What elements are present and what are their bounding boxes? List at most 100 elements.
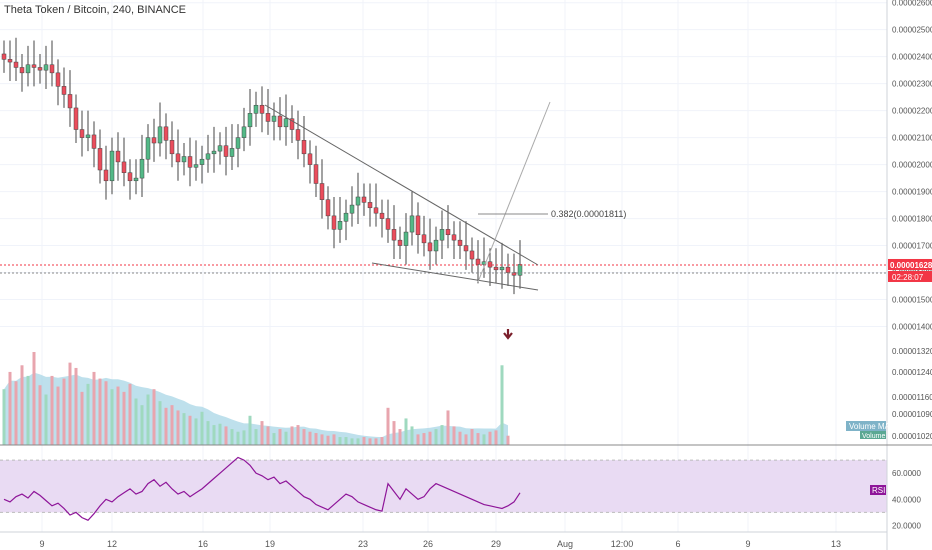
candle-body (259, 104, 265, 114)
volume-bar (308, 431, 312, 445)
candle-body (511, 272, 517, 276)
candle-body (325, 199, 331, 217)
drawings: 0.382(0.00001811) (264, 101, 626, 340)
candle-body (289, 118, 295, 130)
price-panel (0, 37, 887, 295)
volume-bar (296, 425, 300, 445)
volume-bar (464, 434, 468, 445)
volume-bar (446, 410, 450, 445)
volume-bar (260, 421, 264, 445)
price-tick-label: 0.00001900 (892, 188, 932, 197)
candle-body (79, 129, 85, 138)
candle-body (43, 64, 49, 71)
candle-body (445, 229, 451, 236)
volume-bar (74, 367, 78, 445)
countdown-tag-label: 02:28:07 (892, 273, 924, 282)
candle-body (169, 140, 175, 155)
volume-bar (422, 433, 426, 445)
candle-body (409, 215, 415, 233)
down-arrow-icon (503, 329, 513, 340)
candle-body (373, 207, 379, 214)
volume-bar (338, 437, 342, 445)
candle-body (403, 231, 409, 246)
volume-bar (386, 407, 390, 445)
volume-tick-label: 0.00001090 (892, 410, 932, 419)
volume-bar (224, 426, 228, 445)
candle-body (355, 196, 361, 206)
price-tick-label: 0.00002200 (892, 107, 932, 116)
candle-body (361, 196, 367, 203)
volume-bar (98, 378, 102, 445)
x-tick-label: 12:00 (611, 539, 634, 549)
candle-body (301, 140, 307, 155)
candle-body (463, 245, 469, 252)
volume-bar (350, 438, 354, 445)
volume-bar (146, 394, 150, 445)
candle-body (31, 64, 37, 68)
candle-body (55, 72, 61, 87)
volume-tag (860, 431, 886, 439)
volume-bar (398, 429, 402, 445)
candle-body (457, 239, 463, 246)
candle-body (193, 164, 199, 168)
volume-bar (266, 426, 270, 445)
x-tick-label: 13 (831, 539, 841, 549)
volume-bar (428, 431, 432, 445)
candle-body (451, 234, 457, 241)
volume-bar (368, 438, 372, 445)
volume-tick-label: 0.00001160 (892, 393, 932, 402)
candle-body (163, 126, 169, 141)
price-tick-label: 0.00001800 (892, 215, 932, 224)
candle-body (469, 250, 475, 260)
candle-body (187, 156, 193, 168)
volume-bar (158, 401, 162, 445)
candle-body (367, 202, 373, 209)
volume-bar (62, 378, 66, 445)
price-tick-label: 0.00001700 (892, 242, 932, 251)
candle-body (19, 67, 25, 74)
volume-bar (56, 386, 60, 445)
volume-bar (212, 425, 216, 445)
volume-tick-label: 0.00001320 (892, 347, 932, 356)
volume-ma-tag (846, 421, 886, 431)
candle-body (271, 115, 277, 122)
volume-bar (44, 394, 48, 445)
candle-body (139, 158, 145, 179)
candle-body (439, 229, 445, 241)
volume-bar (470, 429, 474, 445)
volume-bar (488, 431, 492, 445)
candle-body (1, 53, 7, 60)
price-tick-label: 0.00001400 (892, 323, 932, 332)
candle-body (343, 212, 349, 222)
volume-bar (248, 415, 252, 445)
volume-panel (2, 352, 510, 445)
rsi-panel (0, 456, 887, 521)
candle-body (319, 183, 325, 200)
volume-bar (200, 411, 204, 445)
volume-ma-tag-label: Volume MA (849, 422, 891, 431)
volume-bar (434, 429, 438, 445)
x-tick-label: 12 (107, 539, 117, 549)
rsi-tick-label: 20.0000 (892, 521, 921, 530)
volume-bar (14, 381, 18, 445)
candle-body (229, 148, 235, 157)
volume-bar (404, 418, 408, 445)
volume-bar (26, 375, 30, 445)
candle-body (217, 145, 223, 152)
chart-title: Theta Token / Bitcoin, 240, BINANCE (4, 4, 186, 16)
candle-body (241, 126, 247, 138)
candle-body (223, 145, 229, 157)
candle-body (199, 158, 205, 165)
x-tick-label: 19 (265, 539, 275, 549)
volume-bar (188, 415, 192, 445)
volume-bar (374, 438, 378, 445)
price-tick-label: 0.00002400 (892, 53, 932, 62)
candle-body (73, 107, 79, 130)
volume-bar (476, 433, 480, 445)
candle-body (337, 221, 343, 230)
volume-bar (242, 430, 246, 445)
candle-body (247, 113, 253, 128)
volume-bar (32, 352, 36, 445)
candle-body (97, 148, 103, 171)
volume-bar (440, 425, 444, 445)
